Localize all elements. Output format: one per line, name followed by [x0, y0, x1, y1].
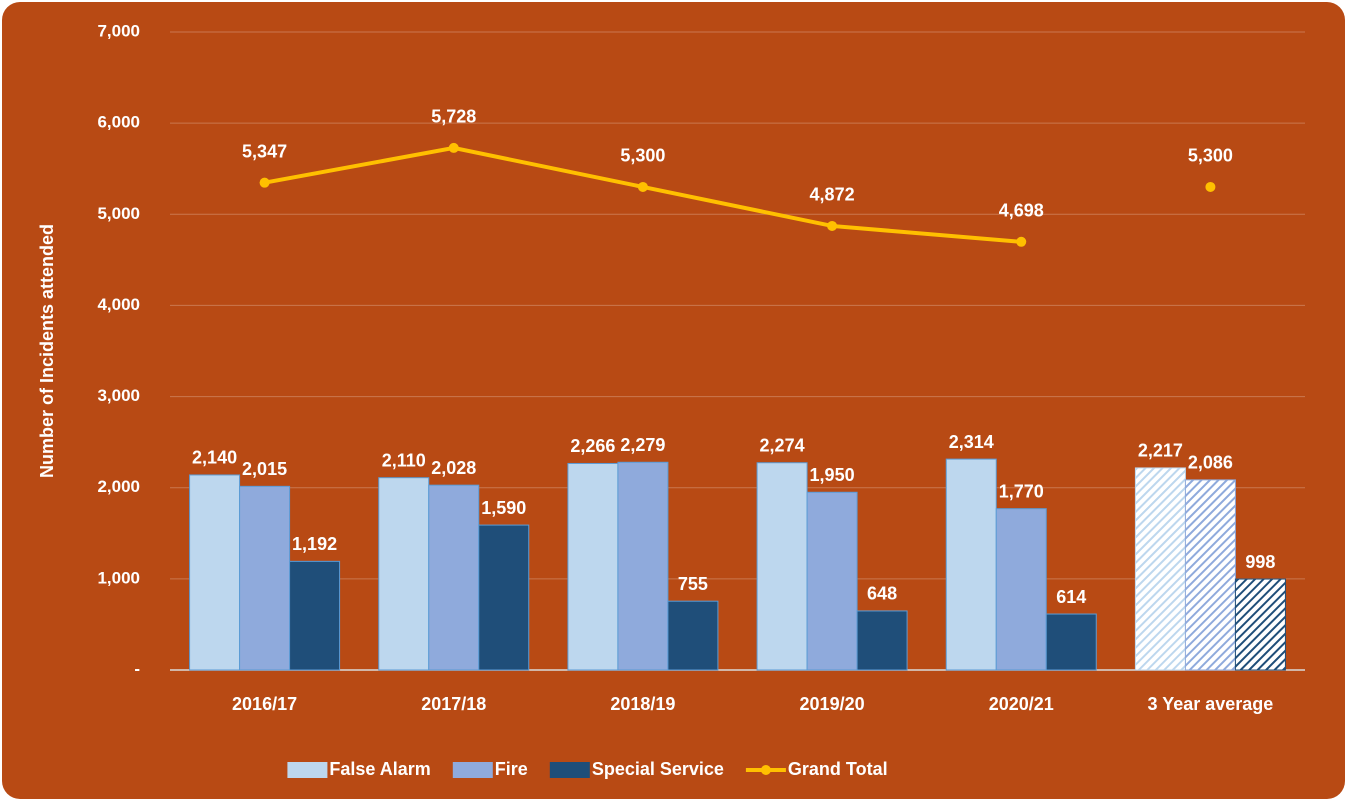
average-bar [1134, 467, 1186, 671]
bar-value-label: 2,028 [431, 458, 476, 478]
legend-label: Fire [495, 759, 528, 779]
line-value-label: 5,300 [620, 146, 665, 166]
bar [289, 560, 341, 671]
y-tick-label: 2,000 [97, 477, 140, 496]
bar [617, 461, 669, 671]
bar-value-label: 2,217 [1138, 441, 1183, 461]
line-value-label: 4,698 [999, 201, 1044, 221]
bar-value-label: 2,266 [570, 436, 615, 456]
y-tick-label: 6,000 [97, 113, 140, 132]
line-marker [448, 142, 459, 153]
legend-swatch [549, 762, 590, 778]
y-tick-label: 1,000 [97, 568, 140, 587]
bar-value-label: 2,140 [192, 448, 237, 468]
x-tick-label: 2016/17 [232, 694, 297, 714]
bar [189, 474, 241, 671]
line-marker [1016, 236, 1027, 247]
bar-value-label: 755 [678, 574, 708, 594]
legend-swatch [760, 765, 771, 775]
bar [945, 458, 997, 671]
line-marker [827, 220, 838, 231]
average-bar [1234, 578, 1286, 671]
bar [478, 524, 530, 671]
bar-value-label: 1,590 [481, 498, 526, 518]
bar [995, 508, 1047, 671]
average-bar [1184, 479, 1236, 671]
x-tick-label: 2019/20 [800, 694, 865, 714]
bar [667, 600, 719, 671]
legend-swatch [287, 762, 328, 778]
bar [428, 484, 480, 671]
bar-value-label: 2,110 [382, 450, 426, 470]
line-value-label: 5,347 [242, 141, 287, 161]
x-tick-label: 3 Year average [1148, 694, 1274, 714]
x-tick-label: 2018/19 [610, 694, 675, 714]
bar-value-label: 648 [867, 584, 897, 604]
bar [806, 491, 858, 671]
bar [378, 477, 430, 671]
y-tick-label: 5,000 [97, 204, 140, 223]
bar [756, 462, 808, 671]
legend-swatch [452, 762, 493, 778]
x-tick-label: 2020/21 [989, 694, 1054, 714]
bar-value-label: 998 [1245, 552, 1275, 572]
line-value-label: 4,872 [810, 185, 855, 205]
bar-value-label: 1,950 [810, 465, 855, 485]
line-marker [259, 177, 270, 188]
bar [239, 485, 291, 671]
bar-value-label: 2,314 [949, 432, 994, 452]
bar [856, 610, 908, 671]
bar-value-label: 2,015 [242, 459, 287, 479]
legend: False Alarm Fire Special Service Grand Tota… [287, 759, 888, 779]
y-tick-label: 3,000 [97, 386, 140, 405]
bar-value-label: 1,192 [292, 534, 337, 554]
legend-label: Special Service [592, 759, 724, 779]
line-value-label: 5,300 [1188, 146, 1233, 166]
y-axis-label: Number of Incidents attended [37, 224, 57, 478]
average-marker [1205, 181, 1216, 192]
bar-value-label: 1,770 [999, 481, 1044, 501]
bar-value-label: 614 [1056, 587, 1086, 607]
line-marker [637, 181, 648, 192]
bar-value-label: 2,279 [620, 435, 665, 455]
bar [1045, 613, 1097, 671]
y-tick-label: 4,000 [97, 295, 140, 314]
bar-value-label: 2,274 [760, 435, 805, 455]
legend-label: False Alarm [329, 759, 430, 779]
line-value-label: 5,728 [431, 107, 476, 127]
x-tick-label: 2017/18 [421, 694, 486, 714]
bar [567, 462, 619, 671]
bar-value-label: 2,086 [1188, 453, 1233, 473]
y-tick-label: - [134, 659, 140, 678]
y-tick-label: 7,000 [97, 21, 140, 40]
legend-label: Grand Total [788, 759, 888, 779]
